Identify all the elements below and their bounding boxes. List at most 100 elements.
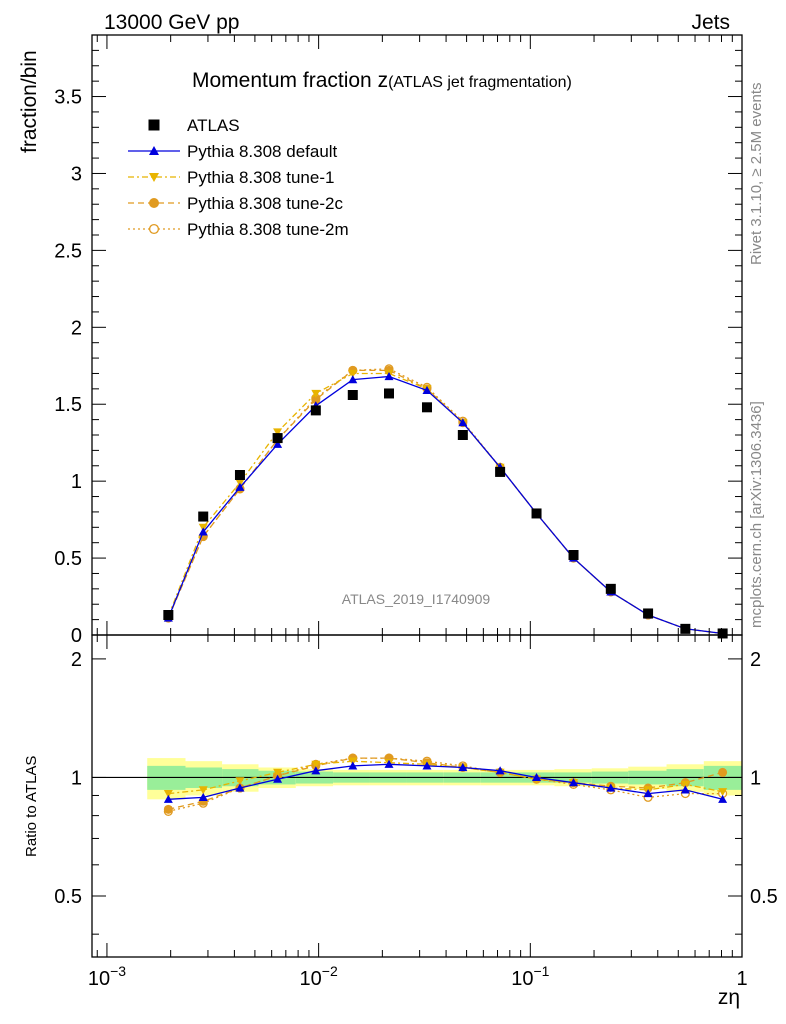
y-tick-label: 0 — [71, 625, 82, 647]
ratio-marker — [163, 794, 173, 803]
ratio-marker — [198, 792, 208, 801]
series-marker — [348, 375, 358, 384]
ratio-marker — [495, 766, 505, 775]
ratio-marker — [311, 766, 321, 775]
ratio-line — [168, 760, 723, 795]
legend-marker — [148, 119, 160, 131]
ratio-y-axis-label: Ratio to ATLAS — [23, 756, 40, 857]
y-tick-label: 1 — [71, 471, 82, 493]
ratio-line — [168, 757, 723, 810]
legend-label: ATLAS — [187, 116, 240, 135]
ratio-marker — [718, 788, 728, 797]
series-line — [167, 368, 723, 635]
ratio-tick-label: 0.5 — [54, 886, 82, 908]
series-layer — [163, 364, 728, 816]
series-marker — [422, 385, 432, 394]
ratio-tick-label: 1 — [71, 767, 82, 789]
y-tick-label: 0.5 — [54, 548, 82, 570]
legend-item: Pythia 8.308 tune-2c — [128, 194, 343, 213]
watermark: ATLAS_2019_I1740909 — [342, 591, 491, 607]
x-tick-label: 1 — [736, 968, 747, 990]
data-point — [163, 610, 174, 620]
ratio-marker — [458, 762, 468, 772]
data-point — [680, 623, 691, 634]
ratio-frame — [91, 634, 743, 958]
ratio-marker — [348, 761, 358, 770]
y-tick-label: 2 — [71, 317, 82, 339]
series-pythia-8-308-tune-1 — [163, 369, 728, 799]
data-point — [421, 402, 432, 413]
legend-marker — [149, 198, 159, 208]
ratio-marker — [569, 778, 579, 787]
data-point — [347, 390, 358, 400]
ratio-marker — [273, 768, 283, 777]
ratio-line — [168, 763, 723, 800]
data-point — [457, 430, 468, 440]
series-marker — [311, 395, 321, 405]
plot-title: Momentum fraction z(ATLAS jet fragmentat… — [192, 69, 572, 92]
series-atlas — [163, 388, 728, 639]
data-point — [272, 433, 283, 444]
y-tick-label: 3.5 — [54, 87, 82, 109]
legend: ATLAS Pythia 8.308 default Pythia 8.308 tu… — [128, 116, 349, 239]
axes: 10−3 10−2 10−1 1 0 0.5 1 1.5 2 2.5 3 3.5 0.5 0.5 1 1 2 2 — [54, 34, 778, 990]
ratio-tick-label-right: 1 — [750, 767, 761, 789]
ratio-marker — [532, 772, 542, 782]
ratio-marker — [235, 777, 245, 786]
header-right: Jets — [691, 11, 730, 34]
ratio-tick-label-right: 0.5 — [750, 886, 778, 908]
x-axis-label: zη — [718, 986, 740, 1009]
ratio-marker — [235, 783, 245, 792]
series-marker — [458, 418, 468, 427]
series-marker — [198, 527, 208, 536]
legend-item: Pythia 8.308 tune-1 — [128, 168, 334, 187]
ratio-marker — [643, 789, 653, 798]
ratio-tick-label-right: 2 — [750, 649, 761, 671]
legend-marker — [148, 223, 160, 235]
y-axis-label: fraction/bin — [18, 50, 41, 153]
ratio-marker — [422, 761, 432, 770]
ratio-tick-label: 2 — [71, 649, 82, 671]
x-tick-label: 10−1 — [511, 963, 549, 990]
legend-label: Pythia 8.308 default — [187, 142, 338, 161]
series-line — [167, 375, 723, 635]
ratio-marker — [718, 767, 728, 777]
ratio-marker — [680, 780, 690, 789]
data-point — [717, 628, 728, 639]
ratio-marker — [680, 785, 690, 794]
series-marker — [273, 439, 283, 448]
ratio-marker — [163, 804, 173, 814]
data-point — [531, 508, 542, 519]
ratio-marker — [163, 789, 173, 799]
ratio-marker — [273, 774, 283, 783]
ratio-marker — [198, 786, 208, 795]
legend-item: ATLAS — [148, 116, 240, 135]
data-point — [234, 470, 245, 480]
legend-label: Pythia 8.308 tune-2m — [187, 220, 349, 239]
ratio-marker — [606, 783, 616, 792]
legend-label: Pythia 8.308 tune-1 — [187, 168, 334, 187]
plot-title-sub: (ATLAS jet fragmentation) — [388, 74, 572, 91]
mcplots-info: mcplots.cern.ch [arXiv:1306.3436] — [748, 401, 765, 628]
legend-marker — [149, 146, 159, 155]
plot-title-main: Momentum fraction z — [192, 69, 388, 92]
y-tick-label: 3 — [71, 163, 82, 185]
ratio-marker — [384, 759, 394, 768]
series-marker — [235, 482, 245, 491]
ratio-marker — [311, 760, 321, 769]
rivet-info: Rivet 3.1.10, ≥ 2.5M events — [748, 83, 765, 266]
data-point — [310, 405, 321, 416]
series-marker — [311, 389, 321, 398]
data-point — [605, 583, 616, 594]
data-point — [568, 550, 579, 560]
data-point — [198, 511, 209, 522]
series-pythia-8-308-tune-2c — [163, 365, 728, 814]
x-tick-label: 10−3 — [88, 963, 126, 990]
legend-item: Pythia 8.308 tune-2m — [128, 220, 349, 239]
x-tick-label: 10−2 — [300, 963, 338, 990]
header-left: 13000 GeV pp — [104, 11, 239, 34]
legend-item: Pythia 8.308 default — [128, 142, 338, 161]
data-point — [384, 388, 395, 399]
series-pythia-8-308-default — [163, 372, 728, 803]
